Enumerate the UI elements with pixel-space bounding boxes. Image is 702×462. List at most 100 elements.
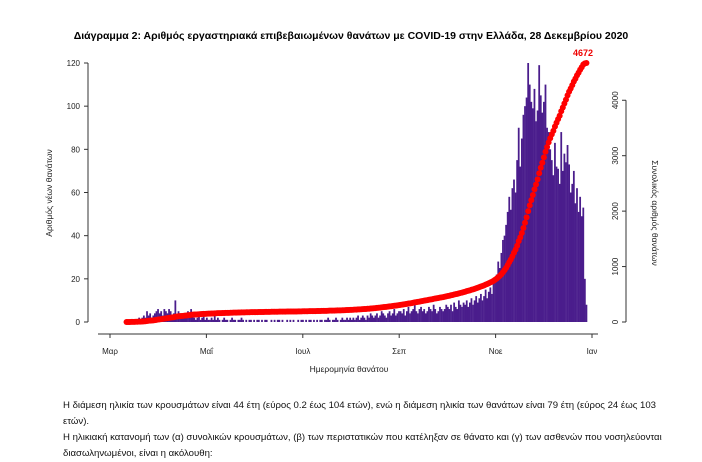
bar	[276, 319, 279, 322]
bar	[336, 319, 339, 322]
bar	[226, 319, 229, 322]
bar	[270, 319, 273, 322]
bars-group	[125, 63, 588, 323]
bar	[549, 149, 552, 322]
bar	[346, 317, 348, 322]
bar	[484, 289, 487, 322]
bar	[401, 313, 404, 322]
bar	[554, 142, 556, 322]
cumulative-point	[534, 176, 541, 183]
x-tick-label: Μαΐ	[200, 347, 214, 356]
bar	[563, 153, 566, 322]
bar	[256, 319, 259, 322]
bar	[514, 192, 517, 322]
x-tick-label: Νοε	[489, 347, 503, 356]
bar	[423, 309, 426, 322]
cumulative-point	[583, 60, 590, 66]
bar	[522, 114, 525, 322]
bar	[429, 309, 432, 322]
bar	[574, 203, 577, 322]
bar	[412, 309, 415, 322]
bar	[286, 319, 289, 322]
y2-tick-label: 3000	[611, 146, 620, 164]
bar	[224, 319, 227, 322]
cumulative-point	[531, 186, 538, 193]
bar	[215, 319, 218, 322]
bar	[557, 168, 559, 322]
y2-tick-label: 0	[611, 319, 620, 324]
cumulative-total-label: 4672	[573, 48, 593, 58]
bar	[454, 306, 457, 322]
bar	[406, 311, 408, 322]
bar	[319, 319, 322, 322]
bar	[481, 300, 484, 322]
bar	[199, 319, 202, 322]
bar	[357, 315, 359, 322]
bar	[327, 317, 330, 322]
bar	[544, 84, 547, 322]
bar	[445, 304, 448, 322]
bar	[459, 304, 462, 322]
bar	[547, 132, 550, 322]
bar	[524, 106, 526, 323]
bar	[180, 317, 183, 322]
cumulative-point	[514, 242, 521, 249]
bar	[541, 112, 544, 323]
bar	[582, 207, 585, 322]
bar	[561, 170, 564, 322]
bar	[232, 319, 235, 322]
bar	[394, 315, 397, 322]
y-tick-label: 80	[71, 145, 80, 154]
bar	[473, 300, 476, 322]
bar	[163, 309, 166, 322]
bar	[409, 313, 411, 322]
bar	[213, 315, 216, 322]
bar	[568, 164, 570, 322]
bar	[571, 183, 574, 322]
bar	[343, 319, 345, 322]
bar	[442, 311, 444, 322]
bar	[201, 317, 204, 322]
bar	[404, 315, 407, 322]
bar	[426, 311, 429, 322]
bar	[221, 319, 224, 322]
bar	[388, 311, 391, 322]
bar	[558, 183, 561, 322]
bar	[583, 278, 586, 322]
cumulative-line-group	[123, 60, 590, 325]
bar	[239, 319, 241, 322]
bar	[174, 300, 177, 322]
bar	[461, 306, 463, 322]
bar	[325, 319, 328, 322]
bar	[248, 319, 251, 322]
cumulative-point	[523, 214, 530, 221]
bar	[205, 317, 208, 322]
bar	[365, 319, 367, 322]
cumulative-point	[529, 191, 536, 198]
bar	[566, 145, 569, 322]
bar	[467, 306, 470, 322]
y-tick-label: 20	[71, 275, 80, 284]
bar	[194, 319, 197, 322]
bar	[502, 239, 504, 322]
bar	[193, 317, 196, 322]
bar	[324, 319, 326, 322]
bar	[424, 313, 427, 322]
bar	[470, 298, 473, 322]
bar	[240, 317, 243, 322]
bar	[579, 196, 582, 322]
bar	[361, 315, 364, 322]
bar	[350, 319, 353, 322]
bar	[265, 319, 268, 322]
x-tick-label: Σεπ	[392, 347, 407, 356]
bar	[289, 319, 292, 322]
bar	[242, 319, 244, 322]
y2-tick-label: 2000	[611, 202, 620, 220]
bar	[366, 315, 369, 322]
bar	[374, 315, 377, 322]
bar	[446, 306, 449, 322]
cumulative-point	[533, 181, 540, 188]
bar	[234, 319, 237, 322]
bar	[432, 304, 435, 322]
bar	[349, 317, 352, 322]
